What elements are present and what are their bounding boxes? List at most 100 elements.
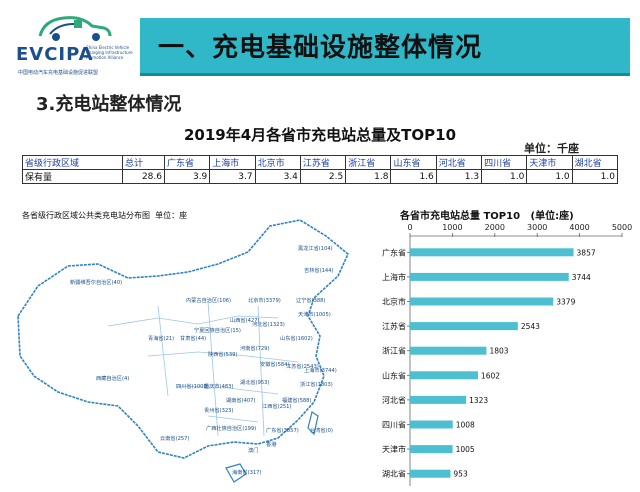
- map-title-text: 各省级行政区域公共类充电站分布图: [22, 211, 150, 220]
- value-cell: 1.0: [526, 169, 573, 184]
- header-cell: 河北省: [435, 155, 483, 170]
- hainan-island: [225, 463, 247, 483]
- bar-value-label: 3857: [577, 248, 596, 257]
- bar: [410, 346, 487, 355]
- bar-value-label: 2543: [521, 322, 540, 331]
- map-province-label: 河北省(1323): [252, 320, 285, 328]
- map-title: 各省级行政区域公共类充电站分布图 单位：座: [22, 210, 187, 221]
- map-province-label: 重庆市(483): [204, 382, 234, 390]
- map-province-label: 安徽省(584): [260, 360, 290, 368]
- bar: [410, 371, 478, 380]
- bar: [410, 272, 569, 281]
- header-cell: 浙江省: [345, 155, 392, 170]
- header-cell: 湖北省: [571, 155, 619, 170]
- table-value-row: 保有量 28.6 3.9 3.7 3.4 2.5 1.8 1.6 1.3 1.0…: [22, 169, 619, 184]
- china-outline: [17, 219, 349, 459]
- category-label: 河北省: [382, 395, 406, 405]
- category-label: 湖北省: [382, 469, 406, 479]
- logo-text: EVCIPA: [16, 44, 94, 65]
- bar-value-label: 1323: [469, 396, 488, 405]
- header-cell: 天津市: [526, 155, 573, 170]
- value-cell: 1.0: [481, 169, 528, 184]
- map-province-label: 北京市(3379): [248, 296, 281, 304]
- bar-chart-title: 各省市充电站总量 TOP10 (单位:座): [400, 207, 574, 222]
- value-cell: 1.6: [390, 169, 437, 184]
- category-label: 四川省: [382, 420, 406, 430]
- china-map: 黑龙江省(104) 吉林省(144) 新疆维吾尔自治区(40) 内蒙古自治区(106)…: [17, 219, 349, 483]
- x-tick-label: 0: [407, 223, 412, 232]
- bar-value-label: 1005: [456, 445, 475, 454]
- map-province-label: 陕西省(539): [208, 350, 238, 358]
- map-province-label: 澳门: [248, 446, 258, 454]
- bar-value-label: 3379: [556, 298, 575, 307]
- value-cell: 3.9: [163, 169, 211, 184]
- value-cell: 3.4: [254, 169, 301, 184]
- evcipa-logo: EVCIPA China Electric Vehicle Charging I…: [8, 12, 138, 82]
- map-province-label: 宁夏回族自治区(15): [194, 326, 241, 334]
- province-borders: [107, 301, 299, 437]
- map-province-label: 香港: [266, 440, 277, 448]
- bar-value-label: 1602: [481, 371, 500, 380]
- header-cell: 广东省: [163, 155, 211, 170]
- map-unit: 单位：座: [155, 211, 188, 220]
- map-province-label: 西藏自治区(4): [96, 374, 129, 382]
- category-label: 天津市: [382, 444, 406, 454]
- category-label: 浙江省: [382, 346, 406, 356]
- map-province-label: 广东省(3857): [266, 426, 299, 434]
- bar: [410, 322, 518, 331]
- bar-value-label: 1803: [489, 347, 508, 356]
- map-province-label: 云南省(257): [160, 434, 190, 442]
- top10-bar-chart: 0 1000 2000 3000 4000 5000 广东省上海市北京市江苏省浙江省山东省河…: [382, 223, 632, 486]
- section-title: 3.充电站整体情况: [36, 94, 182, 115]
- map-province-label: 江西省(251): [262, 402, 292, 410]
- header-cell: 山东省: [390, 155, 437, 170]
- header-cell: 总计: [122, 155, 165, 170]
- header-cell: 四川省: [481, 155, 528, 170]
- bar: [410, 445, 453, 454]
- map-province-label: 辽宁省(388): [296, 296, 326, 304]
- map-province-label: 河南省(729): [240, 344, 270, 352]
- map-province-label: 福建省(588): [282, 396, 312, 404]
- map-province-label: 贵州省(323): [204, 406, 234, 414]
- value-cell: 2.5: [299, 169, 347, 184]
- map-province-label: 台湾省(0): [310, 426, 333, 434]
- x-tick-label: 2000: [485, 223, 505, 232]
- slide-title-bar: 一、充电基础设施整体情况: [140, 18, 630, 76]
- logo-chinese-name: 中国电动汽车充电基础设施促进联盟: [18, 70, 99, 76]
- map-province-label: 黑龙江省(104): [298, 244, 333, 252]
- map-province-label: 天津市(1005): [298, 310, 331, 318]
- logo-subtitle: China Electric Vehicle Charging Infrastr…: [86, 45, 133, 60]
- map-province-label: 新疆维吾尔自治区(40): [70, 278, 122, 286]
- bar-value-label: 3744: [572, 273, 591, 282]
- row-label: 保有量: [22, 169, 123, 184]
- map-province-label: 湖南省(407): [226, 396, 256, 404]
- header-cell: 省级行政区域: [22, 155, 123, 170]
- map-province-label: 甘肃省(44): [180, 334, 206, 342]
- map-province-label: 湖北省(953): [240, 378, 270, 386]
- map-province-label: 广西壮族自治区(199): [206, 424, 256, 432]
- table-header-row: 省级行政区域 总计 广东省 上海市 北京市 江苏省 浙江省 山东省 河北省 四川…: [22, 155, 619, 170]
- bar-chart-unit: (单位:座): [530, 211, 574, 222]
- table-title: 2019年4月各省市充电站总量及TOP10: [183, 126, 457, 144]
- category-label: 江苏省: [382, 321, 406, 331]
- value-cell: 1.8: [345, 169, 392, 184]
- map-province-label: 青海省(21): [148, 334, 174, 342]
- map-province-label: 山东省(1602): [280, 334, 313, 342]
- category-label: 上海市: [382, 272, 406, 282]
- map-province-label: 海南省(317): [232, 468, 262, 476]
- value-cell: 28.6: [122, 169, 165, 184]
- map-province-label: 四川省(1008): [176, 382, 209, 390]
- x-tick-label: 4000: [569, 223, 589, 232]
- slide-title: 一、充电基础设施整体情况: [158, 33, 483, 63]
- bar: [410, 395, 467, 404]
- map-province-label: 江苏省(2543): [286, 362, 319, 370]
- map-province-label: 山西省(427): [230, 316, 260, 324]
- header-cell: 江苏省: [299, 155, 347, 170]
- x-tick-label: 1000: [442, 223, 462, 232]
- value-cell: 3.7: [209, 169, 256, 184]
- table-unit: 单位：千座: [524, 142, 579, 155]
- category-label: 北京市: [382, 297, 406, 307]
- map-province-label: 吉林省(144): [304, 266, 334, 274]
- category-label: 山东省: [382, 370, 406, 380]
- bar: [410, 297, 554, 306]
